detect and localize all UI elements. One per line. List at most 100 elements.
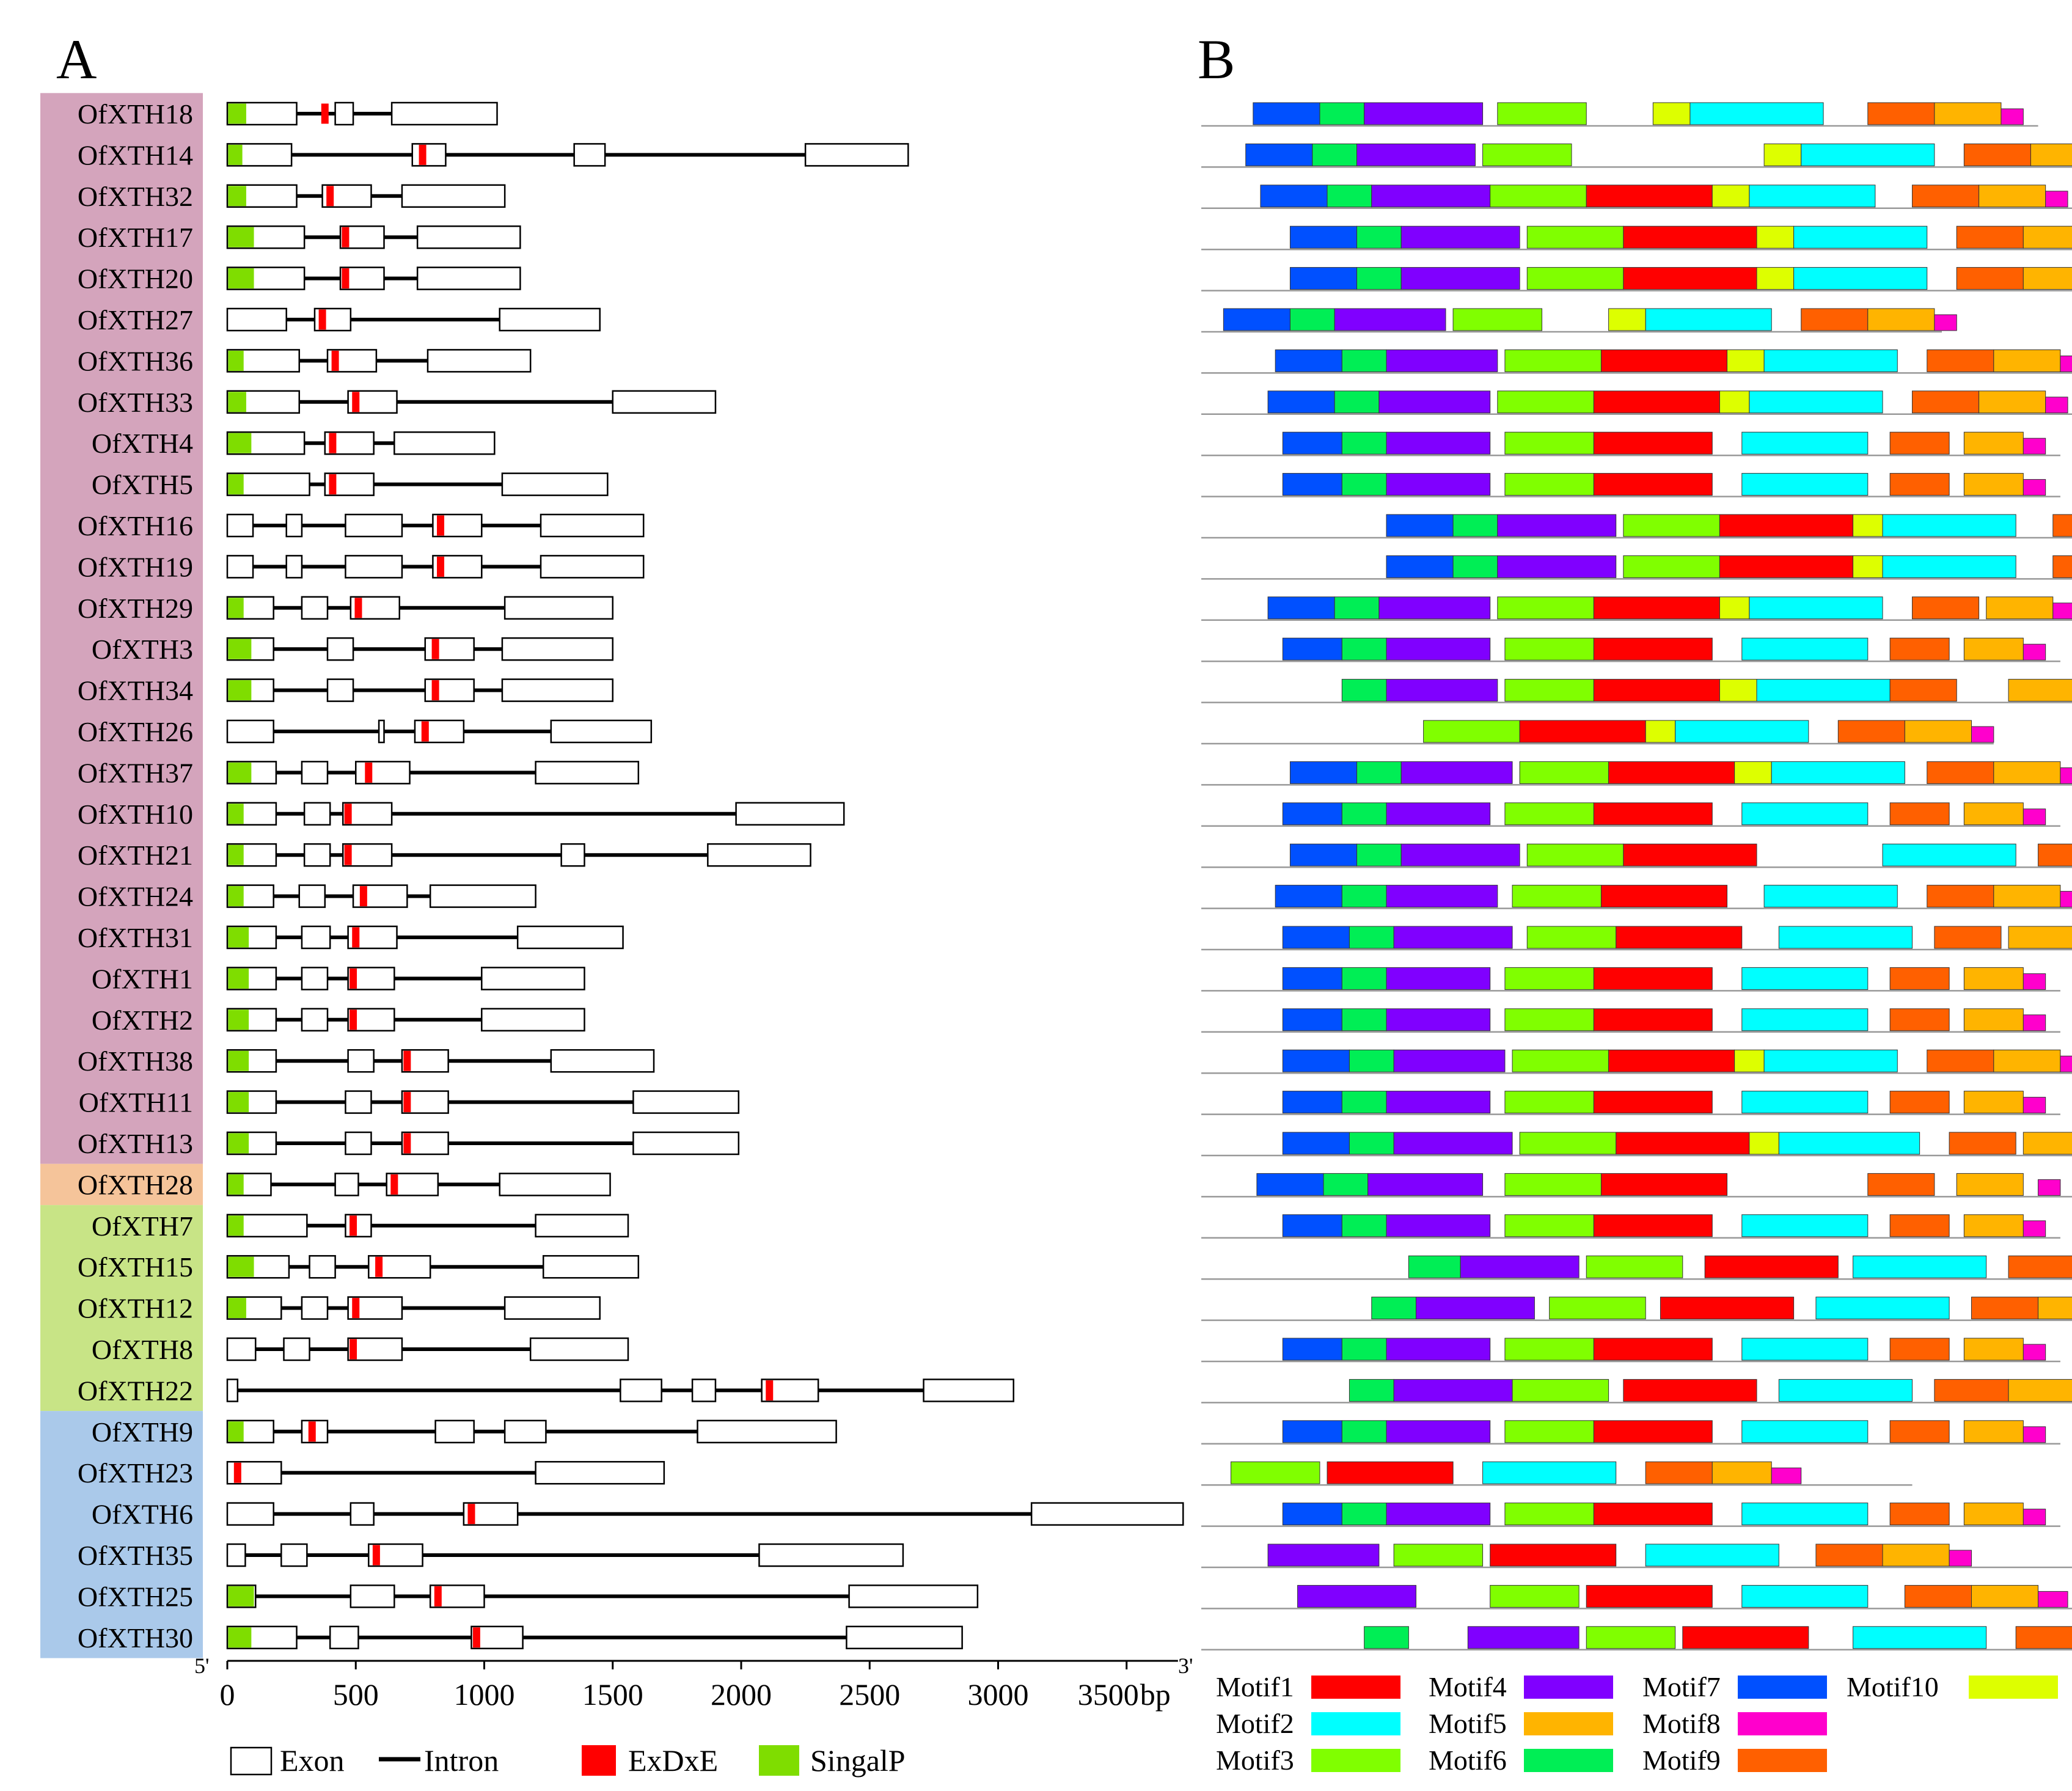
motif-row [1201, 1132, 2072, 1157]
motif10-block [1719, 596, 1750, 620]
motif2-block [1853, 1255, 1987, 1278]
motif1-block [1608, 1049, 1735, 1072]
motif2-block [1741, 431, 1869, 455]
legend-exon-swatch [230, 1746, 273, 1776]
motif8-legend-swatch [1738, 1712, 1827, 1735]
motif-row [1201, 1503, 2060, 1527]
motif3-block [1526, 267, 1624, 290]
gene-row: OfXTH26 [78, 716, 653, 747]
motif2-legend-swatch [1311, 1712, 1400, 1735]
motif5-block [1963, 473, 2024, 496]
motif2-block [1763, 885, 1898, 908]
exdxe-mark [467, 1504, 475, 1525]
motif5-block [1934, 102, 2002, 125]
exon-box [560, 843, 585, 867]
motif1-block [1600, 1173, 1728, 1196]
motif1-legend-swatch [1311, 1676, 1400, 1699]
gene-row: OfXTH28 [78, 1169, 611, 1200]
motif2-block [1741, 1420, 1869, 1443]
motif4-legend-swatch [1524, 1676, 1613, 1699]
motif5-block [1963, 1008, 2024, 1031]
motif7-block [1282, 1049, 1350, 1072]
motif9-block [2008, 1255, 2072, 1278]
motif10-block [1727, 349, 1765, 372]
motif6-block [1334, 596, 1380, 620]
motif8-block [2023, 808, 2046, 826]
motif4-block [1378, 596, 1491, 620]
exon-box [411, 143, 447, 167]
motif8-block [2023, 1344, 2046, 1361]
motif1-block [1623, 267, 1757, 290]
exdxe-mark [437, 556, 445, 577]
exdxe-mark [434, 1586, 442, 1606]
gene-row: OfXTH6 [92, 1499, 1184, 1530]
motif-row [1201, 1255, 2072, 1280]
motif4-block [1386, 1214, 1491, 1237]
motif7-block [1282, 926, 1350, 949]
gene-name: OfXTH18 [78, 98, 193, 130]
motif1-block [1593, 1420, 1713, 1443]
signalp-mark [228, 474, 244, 495]
exdxe-mark [472, 1627, 480, 1648]
motif1-block [1593, 431, 1713, 455]
motif1-block [1623, 843, 1757, 866]
gene-row: OfXTH12 [78, 1293, 601, 1324]
exdxe-mark [766, 1380, 774, 1401]
gene-name: OfXTH32 [78, 181, 193, 212]
motif6-block [1334, 390, 1380, 414]
gene-name: OfXTH26 [78, 716, 193, 747]
exon-box [758, 1543, 904, 1567]
exon-box [416, 266, 521, 290]
motif5-block [1963, 1420, 2024, 1443]
motif2-block [1882, 843, 2016, 866]
motif-row [1201, 679, 2072, 703]
gene-row: OfXTH13 [78, 1128, 740, 1159]
motif7-legend-label: Motif7 [1642, 1671, 1721, 1702]
gene-name: OfXTH36 [78, 345, 193, 376]
exdxe-mark [233, 1462, 241, 1483]
exon-box [550, 1049, 655, 1073]
motif10-block [1853, 555, 1883, 578]
motif3-block [1393, 1544, 1484, 1567]
motif6-block [1452, 555, 1498, 578]
motif3-block [1504, 1008, 1594, 1031]
gene-name: OfXTH25 [78, 1581, 193, 1612]
motif10-block [1652, 102, 1691, 125]
motif1-block [1593, 1214, 1713, 1237]
gene-name: OfXTH3 [92, 634, 193, 665]
gene-name: OfXTH38 [78, 1046, 193, 1077]
motif2-block [1741, 802, 1869, 826]
gene-name: OfXTH17 [78, 222, 193, 253]
motif2-block [1763, 1049, 1898, 1072]
gene-name: OfXTH4 [92, 428, 193, 459]
exon-box [226, 1379, 239, 1402]
motif2-block [1778, 926, 1913, 949]
gene-row: OfXTH18 [78, 98, 498, 130]
exdxe-mark [350, 1009, 357, 1030]
gene-name: OfXTH16 [78, 510, 193, 541]
exon-box [620, 1379, 662, 1402]
motif2-block [1675, 720, 1809, 743]
motif2-block [1689, 102, 1824, 125]
motif9-block [1889, 1091, 1950, 1114]
exon-box [434, 1419, 475, 1444]
exon-box [303, 843, 331, 867]
motif2-block [1645, 308, 1772, 331]
motif9-block [1837, 720, 1905, 743]
motif7-block [1282, 1214, 1342, 1237]
motif7-block [1223, 308, 1290, 331]
motif9-block [1927, 761, 1994, 784]
exon-box [350, 1584, 395, 1608]
motif7-block [1282, 1132, 1350, 1155]
gene-row: OfXTH32 [78, 181, 506, 212]
exon-box [326, 678, 354, 702]
gene-name: OfXTH21 [78, 840, 193, 871]
motif5-block [1963, 1091, 2024, 1114]
motif3-block [1504, 431, 1594, 455]
exon-box [347, 1049, 375, 1073]
motif-row [1201, 1379, 2072, 1404]
motif8-block [2023, 643, 2046, 661]
motif3-block [1497, 390, 1594, 414]
motif9-block [1801, 308, 1869, 331]
